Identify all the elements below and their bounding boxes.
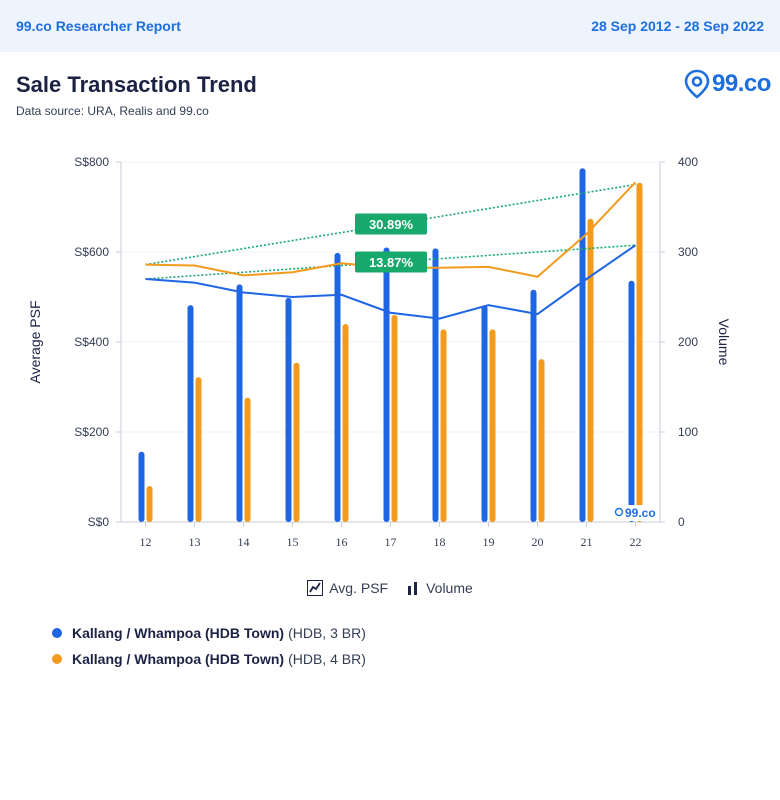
y2-tick-label: 300 (678, 245, 698, 259)
y2-tick-label: 0 (678, 515, 685, 529)
y-tick-label: S$0 (88, 515, 110, 529)
x-tick-label: 20 (532, 535, 544, 549)
brand-logo-text: 99.co (712, 70, 771, 97)
watermark-text: 99.co (625, 506, 656, 520)
volume-bar (334, 252, 341, 522)
legend-avg-psf-label: Avg. PSF (329, 580, 389, 596)
brand-logo: 99.co (684, 68, 771, 100)
volume-bar (342, 324, 349, 522)
volume-bar (489, 329, 496, 522)
chart-title: Sale Transaction Trend (16, 72, 257, 97)
growth-badge-label: 13.87% (369, 255, 414, 270)
y2-tick-label: 400 (678, 155, 698, 169)
volume-bar (138, 451, 145, 522)
volume-bar (579, 168, 586, 523)
legend-avg-psf[interactable]: Avg. PSF (307, 580, 388, 596)
x-tick-label: 13 (189, 535, 201, 549)
volume-bar (628, 280, 635, 522)
y2-tick-label: 200 (678, 335, 698, 349)
y-axis-title: Average PSF (27, 300, 43, 383)
y-tick-label: S$200 (74, 425, 109, 439)
volume-bar (636, 182, 643, 522)
y2-tick-label: 100 (678, 425, 698, 439)
volume-bar (538, 359, 545, 522)
y-tick-label: S$600 (74, 245, 109, 259)
growth-badge (355, 251, 427, 273)
volume-bar (244, 397, 251, 522)
growth-badge-label: 30.89% (369, 217, 414, 232)
y-tick-label: S$800 (74, 155, 109, 169)
legend-volume-label: Volume (426, 580, 473, 596)
series-name-3br: Kallang / Whampoa (HDB Town) (72, 625, 285, 641)
x-tick-label: 22 (630, 535, 642, 549)
volume-bar (293, 362, 300, 522)
series-legend-item-3br[interactable]: Kallang / Whampoa (HDB Town) (HDB, 3 BR) (52, 620, 366, 646)
chart-type-legend: Avg. PSF Volume (0, 580, 780, 596)
x-tick-label: 21 (581, 535, 593, 549)
series-name-4br: Kallang / Whampoa (HDB Town) (72, 651, 285, 667)
volume-bar (432, 248, 439, 522)
y-tick-label: S$400 (74, 335, 109, 349)
series-color-dot-4br (52, 654, 62, 664)
volume-bar (587, 218, 594, 522)
watermark-background (612, 505, 656, 521)
volume-bar (383, 247, 390, 522)
y2-axis-title: Volume (716, 319, 732, 366)
series-detail-4br: (HDB, 4 BR) (288, 651, 366, 667)
x-tick-label: 19 (483, 535, 495, 549)
bar-chart-icon (408, 582, 418, 595)
volume-bar (195, 377, 202, 522)
growth-badge (355, 213, 427, 235)
volume-bar (530, 289, 537, 522)
report-brand-title: 99.co Researcher Report (16, 18, 181, 34)
x-tick-label: 16 (336, 535, 348, 549)
series-detail-3br: (HDB, 3 BR) (288, 625, 366, 641)
volume-bar (146, 486, 153, 522)
data-source-subtitle: Data source: URA, Realis and 99.co (16, 104, 209, 118)
volume-bar (236, 284, 243, 522)
volume-bar (481, 305, 488, 522)
report-date-range: 28 Sep 2012 - 28 Sep 2022 (591, 18, 764, 34)
volume-bar (391, 315, 398, 522)
avg-psf-line (145, 244, 637, 320)
x-tick-label: 15 (287, 535, 299, 549)
series-legend-item-4br[interactable]: Kallang / Whampoa (HDB Town) (HDB, 4 BR) (52, 646, 366, 672)
watermark-pin-icon (614, 507, 624, 517)
x-tick-label: 14 (238, 535, 250, 549)
line-chart-icon (307, 580, 324, 596)
series-color-dot-3br (52, 628, 62, 638)
x-tick-label: 12 (140, 535, 152, 549)
volume-bar (285, 297, 292, 522)
volume-bar (187, 305, 194, 522)
sale-transaction-chart: S$0 S$200 S$400 S$600 S$800 0 100 200 300 400 12 13… (27, 155, 732, 549)
legend-volume[interactable]: Volume (406, 580, 473, 596)
volume-bar (440, 329, 447, 522)
x-tick-label: 17 (385, 535, 397, 549)
series-legend: Kallang / Whampoa (HDB Town) (HDB, 3 BR)… (52, 620, 366, 672)
x-tick-label: 18 (434, 535, 446, 549)
location-pin-icon (684, 69, 710, 99)
report-header-bar: 99.co Researcher Report 28 Sep 2012 - 28… (0, 0, 780, 52)
